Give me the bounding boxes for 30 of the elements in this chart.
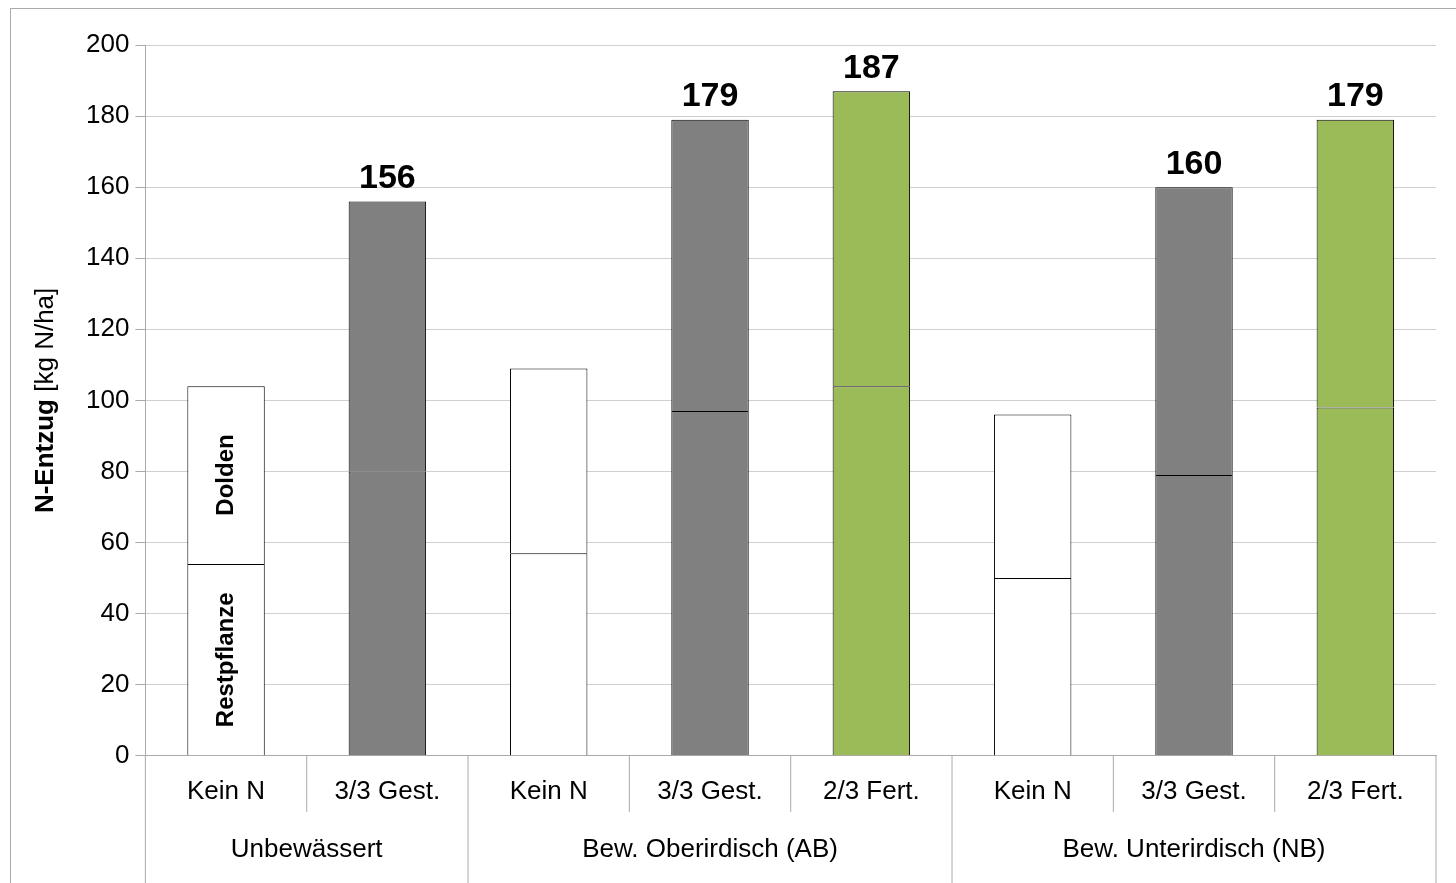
series-label: Dolden xyxy=(210,434,238,516)
x-tick-label: 3/3 Gest. xyxy=(1141,774,1247,805)
series-label: Restpflanze xyxy=(210,592,238,728)
x-tick-label: Kein N xyxy=(993,774,1072,805)
total-label: 156 xyxy=(359,156,416,195)
y-tick-label: 80 xyxy=(100,454,130,485)
y-tick-label: 0 xyxy=(114,738,130,769)
text: Unbewässert xyxy=(230,832,384,863)
text: Bew. Oberirdisch (AB) xyxy=(582,832,838,863)
y-tick-label: 160 xyxy=(85,170,130,201)
y-tick-label: 40 xyxy=(100,596,130,627)
text: Bew. Unterirdisch (NB) xyxy=(1062,832,1326,863)
total-label: 179 xyxy=(1326,75,1384,114)
x-tick-label: 2/3 Fert. xyxy=(1306,774,1404,805)
y-axis-title: N-Entzug [kg N/ha] xyxy=(29,287,60,514)
y-tick-label: 120 xyxy=(85,312,130,343)
total-label: 187 xyxy=(842,46,900,85)
y-tick-label: 100 xyxy=(85,383,130,414)
y-tick-label: 60 xyxy=(100,525,130,556)
x-tick-label: Kein N xyxy=(509,774,588,805)
y-tick-label: 200 xyxy=(85,28,130,59)
y-tick-label: 20 xyxy=(100,667,130,698)
total-label: 179 xyxy=(681,75,739,114)
y-tick-label: 140 xyxy=(85,241,130,272)
x-tick-label: 3/3 Gest. xyxy=(334,774,441,805)
y-tick-label: 180 xyxy=(85,99,130,130)
x-tick-label: Kein N xyxy=(187,774,266,805)
x-tick-label: 2/3 Fert. xyxy=(822,774,920,805)
total-label: 160 xyxy=(1165,142,1223,181)
x-tick-label: 3/3 Gest. xyxy=(657,774,763,805)
